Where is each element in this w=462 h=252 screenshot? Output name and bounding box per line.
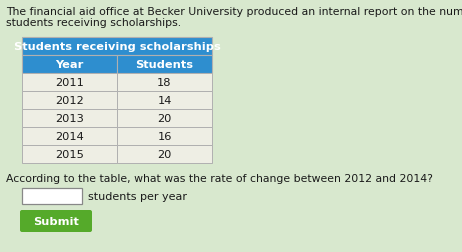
Bar bbox=[117, 92, 212, 110]
Text: 2013: 2013 bbox=[55, 114, 84, 123]
Bar bbox=[22, 145, 117, 163]
Bar bbox=[22, 128, 117, 145]
Text: 2011: 2011 bbox=[55, 78, 84, 88]
Text: students receiving scholarships.: students receiving scholarships. bbox=[6, 18, 181, 28]
Bar bbox=[117, 74, 212, 92]
Text: 14: 14 bbox=[158, 96, 172, 106]
Text: Year: Year bbox=[55, 60, 84, 70]
Text: 20: 20 bbox=[158, 114, 172, 123]
Text: Submit: Submit bbox=[33, 216, 79, 226]
Text: The financial aid office at Becker University produced an internal report on the: The financial aid office at Becker Unive… bbox=[6, 7, 462, 17]
Text: 18: 18 bbox=[157, 78, 172, 88]
Text: 2014: 2014 bbox=[55, 132, 84, 141]
FancyBboxPatch shape bbox=[20, 210, 92, 232]
Bar bbox=[117, 110, 212, 128]
Bar bbox=[22, 188, 82, 204]
Bar bbox=[117, 128, 212, 145]
Bar bbox=[117, 145, 212, 163]
Text: Students receiving scholarships: Students receiving scholarships bbox=[13, 42, 220, 52]
Bar bbox=[22, 74, 117, 92]
Text: students per year: students per year bbox=[88, 191, 187, 201]
Bar bbox=[22, 56, 117, 74]
Bar bbox=[22, 38, 212, 56]
Text: 20: 20 bbox=[158, 149, 172, 159]
Text: 2012: 2012 bbox=[55, 96, 84, 106]
Text: 2015: 2015 bbox=[55, 149, 84, 159]
Text: According to the table, what was the rate of change between 2012 and 2014?: According to the table, what was the rat… bbox=[6, 173, 433, 183]
Text: 16: 16 bbox=[158, 132, 172, 141]
Text: Students: Students bbox=[135, 60, 194, 70]
Bar bbox=[22, 92, 117, 110]
Bar bbox=[117, 56, 212, 74]
Bar bbox=[22, 110, 117, 128]
